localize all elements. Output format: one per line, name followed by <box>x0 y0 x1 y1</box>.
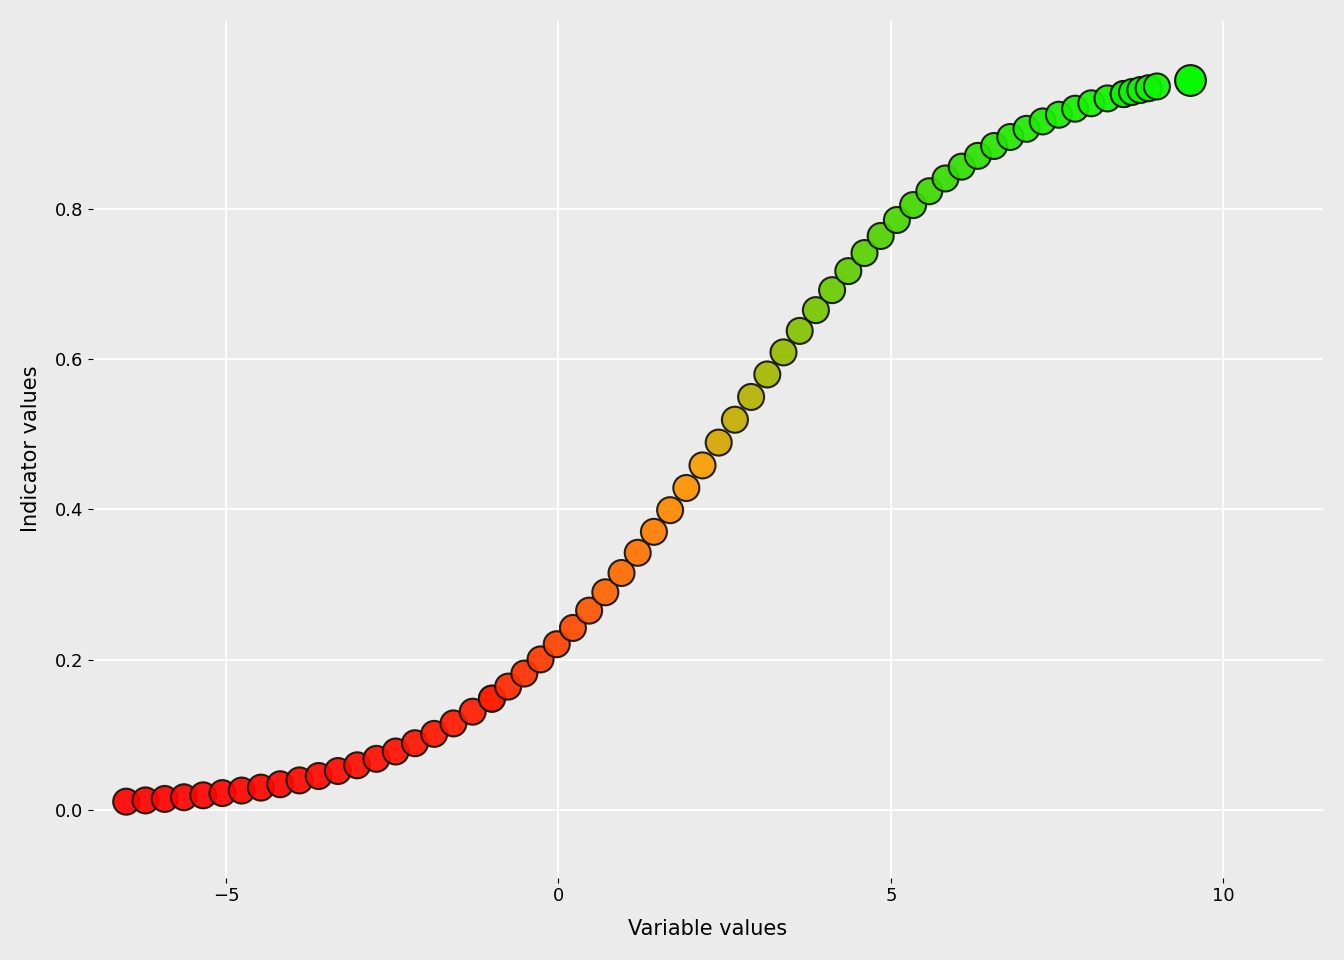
Point <box>250 780 271 795</box>
Point <box>481 691 503 707</box>
Point <box>789 324 810 339</box>
Point <box>423 726 445 741</box>
Point <box>269 777 290 792</box>
Point <box>952 159 973 175</box>
Point <box>821 282 843 298</box>
Point <box>610 565 632 581</box>
Point <box>853 246 875 261</box>
Point <box>1129 83 1150 98</box>
Point <box>741 389 762 404</box>
Point <box>212 785 234 801</box>
X-axis label: Variable values: Variable values <box>629 919 788 939</box>
Point <box>805 302 827 318</box>
Point <box>442 716 464 732</box>
Point <box>1138 81 1160 96</box>
Point <box>578 603 599 618</box>
Point <box>1113 86 1134 102</box>
Point <box>837 263 859 278</box>
Point <box>644 524 665 540</box>
Point <box>1032 113 1054 129</box>
Y-axis label: Indicator values: Indicator values <box>22 366 40 533</box>
Point <box>530 652 551 667</box>
Point <box>1113 86 1134 102</box>
Point <box>984 138 1005 154</box>
Point <box>497 679 519 694</box>
Point <box>757 367 778 382</box>
Point <box>692 458 714 473</box>
Point <box>660 502 681 517</box>
Point <box>462 704 484 719</box>
Point <box>626 545 648 561</box>
Point <box>594 585 616 600</box>
Point <box>918 183 939 199</box>
Point <box>366 751 387 766</box>
Point <box>173 789 195 804</box>
Point <box>708 435 730 450</box>
Point <box>1081 96 1102 111</box>
Point <box>116 794 137 809</box>
Point <box>481 691 503 707</box>
Point <box>676 480 698 495</box>
Point <box>1000 130 1021 145</box>
Point <box>513 666 535 682</box>
Point <box>1048 108 1070 123</box>
Point <box>724 412 746 427</box>
Point <box>289 773 310 788</box>
Point <box>1097 91 1118 107</box>
Point <box>327 763 348 779</box>
Point <box>347 757 368 773</box>
Point <box>155 791 176 806</box>
Point <box>134 793 156 808</box>
Point <box>1146 79 1168 94</box>
Point <box>934 171 956 186</box>
Point <box>192 787 214 803</box>
Point <box>968 148 989 163</box>
Point <box>405 735 426 751</box>
Point <box>886 212 907 228</box>
Point <box>902 198 923 213</box>
Point <box>773 345 794 360</box>
Point <box>546 636 567 652</box>
Point <box>870 228 891 244</box>
Point <box>384 744 406 759</box>
Point <box>562 620 583 636</box>
Point <box>1121 84 1142 100</box>
Point <box>231 782 253 798</box>
Point <box>1064 101 1086 116</box>
Point <box>308 768 329 783</box>
Point <box>1180 73 1202 88</box>
Point <box>1016 121 1038 136</box>
